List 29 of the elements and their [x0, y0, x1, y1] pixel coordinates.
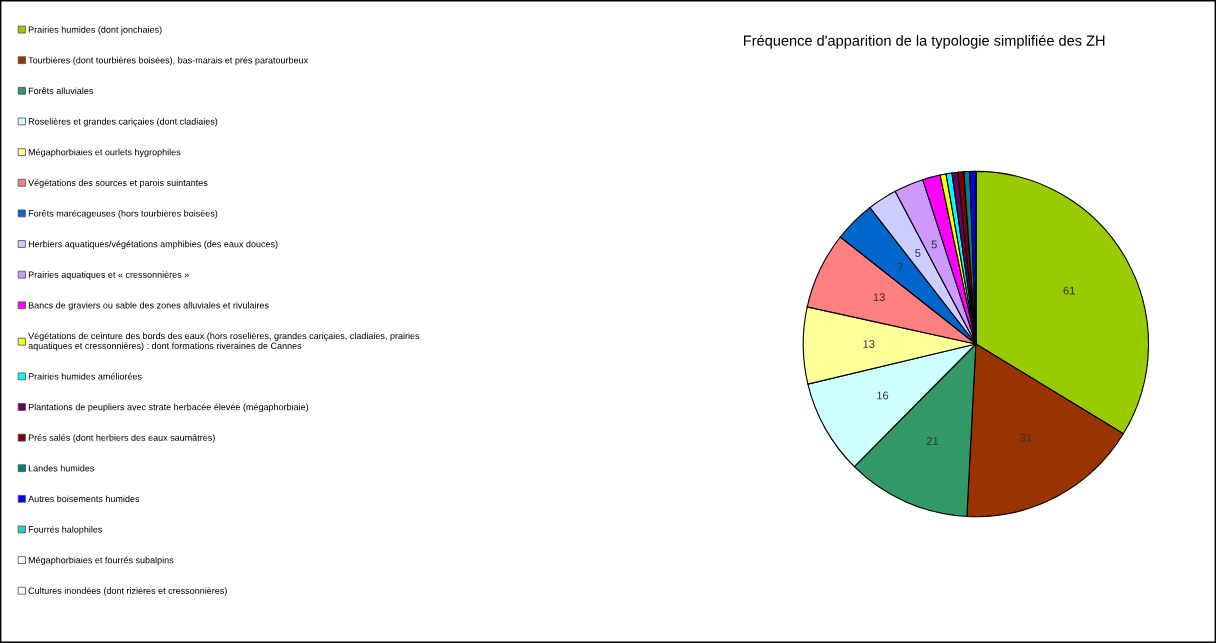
- legend-label: Herbiers aquatiques/végétations amphibies (des eaux douces): [28, 240, 278, 250]
- data-label: 21: [926, 437, 939, 445]
- legend-label: Mégaphorbiaies et ourlets hygrophiles: [28, 148, 181, 158]
- legend-label: Landes humides: [28, 464, 95, 472]
- data-label: 13: [873, 293, 885, 302]
- legend-label: Végétations de ceinture des bords des eaux (hors roselières, grandes cariçaies, cladiaies, prairies aquatiques et cressonnières) : dont formations riveraines de Cannes: [28, 332, 420, 351]
- legend-label: Cultures inondées (dont rizières et cressonnières): [28, 587, 227, 596]
- legend-label: Forêts marécageuses (hors tourbières boisées): [28, 209, 218, 219]
- data-label: 13: [863, 340, 875, 348]
- data-label: 5: [915, 249, 921, 258]
- legend-label: Prairies humides (dont jonchaies): [28, 26, 162, 35]
- data-label: 61: [1063, 286, 1075, 295]
- data-label: 5: [931, 240, 937, 249]
- legend-label: Plantations de peupliers avec strate herbacée élevée (mégaphorbiaie): [28, 403, 309, 413]
- legend-label: Forêts alluviales: [28, 87, 94, 95]
- legend-label: Végétations des sources et parois suintantes: [28, 179, 208, 188]
- legend-label: Tourbières (dont tourbières boisées), bas-marais et prés paratourbeux: [28, 56, 309, 66]
- legend-label: Roselières et grandes cariçaies (dont cladiaies): [28, 117, 218, 127]
- data-label: 16: [877, 391, 889, 400]
- text: Fréquence d'apparition de la typologie simplifiée des ZH: [744, 34, 1105, 49]
- legend-label: Bancs de graviers ou sable des zones alluviales et rivulaires: [28, 301, 269, 311]
- legend-label: Prés salés (dont herbiers des eaux saumâtres): [28, 434, 215, 443]
- legend-label: Fourrés halophiles: [28, 525, 103, 535]
- legend-label: Prairies aquatiques et « cressonnières »: [28, 271, 189, 280]
- legend-label: Autres boisements humides: [28, 495, 140, 503]
- data-label: 31: [1020, 433, 1032, 442]
- legend-label: Mégaphorbiaies et fourrés subalpins: [28, 556, 174, 566]
- legend-label: Prairies humides améliorées: [28, 372, 142, 380]
- data-label: 7: [897, 263, 903, 271]
